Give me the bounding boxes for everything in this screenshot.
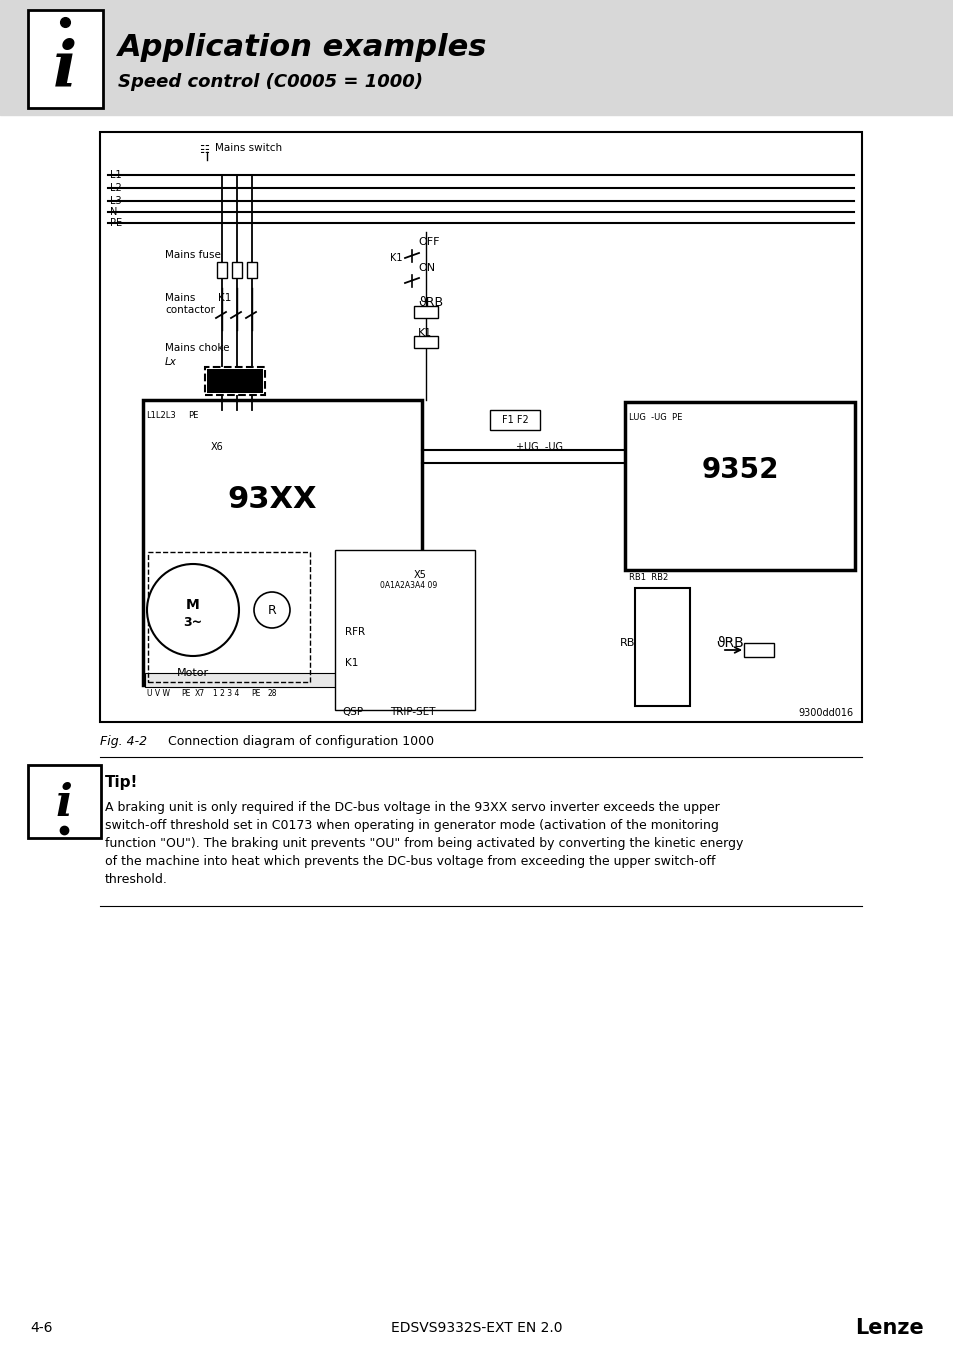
Bar (0, 0, 953, 115)
Bar (143, 400, 421, 684)
Text: K1: K1 (218, 293, 232, 302)
Text: K1: K1 (417, 328, 432, 338)
Text: i: i (52, 38, 77, 99)
Text: X5: X5 (414, 570, 426, 580)
Text: PE: PE (188, 410, 198, 420)
Text: OFF: OFF (417, 238, 439, 247)
Text: QSP: QSP (342, 707, 363, 717)
Text: L2: L2 (110, 184, 122, 193)
Bar (743, 643, 773, 657)
Text: PE: PE (110, 217, 122, 228)
Text: U V W: U V W (147, 688, 170, 698)
Text: L1: L1 (110, 170, 121, 180)
Text: Lenze: Lenze (854, 1318, 923, 1338)
Text: R: R (268, 603, 276, 617)
Text: 9300dd016: 9300dd016 (798, 707, 853, 718)
Text: Mains choke: Mains choke (165, 343, 230, 352)
Text: L1L2L3: L1L2L3 (146, 410, 175, 420)
Bar (414, 336, 437, 348)
Text: Application examples: Application examples (118, 34, 487, 62)
Bar (28, 9, 103, 108)
Circle shape (253, 593, 290, 628)
Bar (635, 589, 689, 706)
Text: Speed control (C0005 = 1000): Speed control (C0005 = 1000) (118, 73, 422, 90)
Text: ϑRB: ϑRB (716, 636, 743, 649)
Text: 1 2 3 4: 1 2 3 4 (213, 688, 239, 698)
Text: PE: PE (181, 688, 191, 698)
Text: PE: PE (251, 688, 260, 698)
Text: L3: L3 (110, 196, 121, 207)
Text: RB1  RB2: RB1 RB2 (628, 574, 667, 582)
Circle shape (147, 564, 239, 656)
Text: Motor: Motor (176, 668, 209, 678)
Text: 28: 28 (268, 688, 277, 698)
Text: M: M (186, 598, 200, 612)
Bar (205, 367, 265, 396)
Text: 93XX: 93XX (228, 486, 317, 514)
Text: Connection diagram of configuration 1000: Connection diagram of configuration 1000 (168, 736, 434, 748)
Text: F1 F2: F1 F2 (501, 414, 528, 425)
Text: 4-6: 4-6 (30, 1322, 52, 1335)
Bar (624, 402, 854, 570)
Text: RFR: RFR (345, 626, 365, 637)
Bar (207, 369, 263, 393)
Text: K1: K1 (390, 252, 402, 263)
Text: Fig. 4-2: Fig. 4-2 (100, 736, 147, 748)
Bar (232, 262, 242, 278)
Bar (490, 410, 539, 431)
Text: TRIP-SET: TRIP-SET (390, 707, 436, 717)
Text: Tip!: Tip! (105, 775, 138, 791)
Bar (148, 552, 310, 682)
Text: RB: RB (619, 639, 635, 648)
Bar (216, 262, 227, 278)
Text: function "OU"). The braking unit prevents "OU" from being activated by convertin: function "OU"). The braking unit prevent… (105, 837, 742, 850)
Text: LUG  -UG  PE: LUG -UG PE (628, 413, 681, 421)
Bar (145, 674, 419, 687)
Text: EDSVS9332S-EXT EN 2.0: EDSVS9332S-EXT EN 2.0 (391, 1322, 562, 1335)
Bar (247, 262, 256, 278)
Text: switch-off threshold set in C0173 when operating in generator mode (activation o: switch-off threshold set in C0173 when o… (105, 819, 719, 832)
Text: 0A1A2A3A4 09: 0A1A2A3A4 09 (379, 582, 436, 590)
Text: threshold.: threshold. (105, 873, 168, 886)
Text: ϑRB: ϑRB (417, 296, 442, 309)
Text: i: i (55, 782, 72, 825)
Text: Mains fuse: Mains fuse (165, 250, 221, 261)
Text: K1: K1 (345, 657, 358, 668)
Bar (335, 549, 475, 710)
Text: ON: ON (417, 263, 435, 273)
Text: ☷: ☷ (199, 144, 209, 155)
Bar (414, 306, 437, 319)
Bar (375, 575, 464, 593)
Text: +UG  -UG: +UG -UG (516, 441, 563, 452)
Text: N: N (110, 207, 117, 217)
Text: 3~: 3~ (183, 617, 202, 629)
Bar (100, 132, 862, 722)
Text: Mains switch: Mains switch (214, 143, 282, 153)
Text: A braking unit is only required if the DC-bus voltage in the 93XX servo inverter: A braking unit is only required if the D… (105, 801, 719, 814)
Bar (28, 765, 101, 838)
Text: 9352: 9352 (700, 456, 778, 485)
Text: Lx: Lx (165, 356, 176, 367)
Text: Mains
contactor: Mains contactor (165, 293, 214, 315)
Text: X6: X6 (211, 441, 224, 452)
Text: X7: X7 (194, 688, 205, 698)
Text: of the machine into heat which prevents the DC-bus voltage from exceeding the up: of the machine into heat which prevents … (105, 855, 715, 868)
